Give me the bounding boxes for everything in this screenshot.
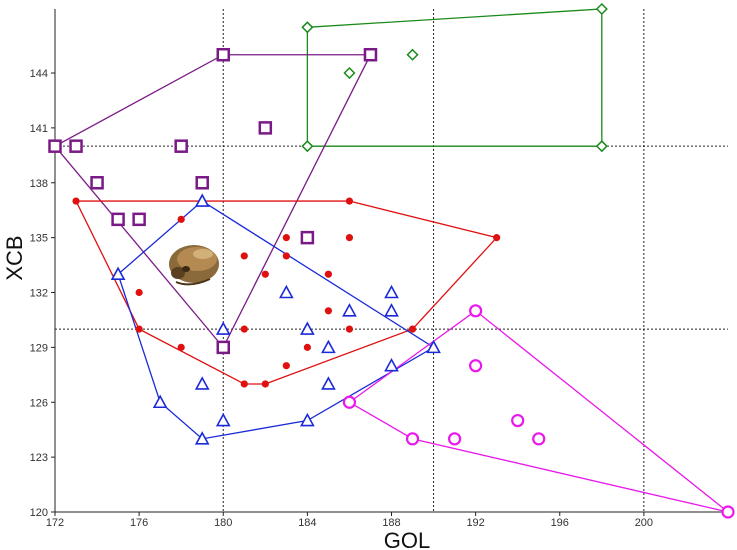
x-tick-label: 184 xyxy=(298,517,316,529)
blue-triangles-marker xyxy=(194,193,210,207)
x-tick-label: 180 xyxy=(214,517,232,529)
x-tick-label: 188 xyxy=(382,517,400,529)
magenta-circles-marker xyxy=(721,505,735,519)
magenta-circles-hull xyxy=(348,309,729,513)
convex-hulls xyxy=(53,8,729,513)
red-dots-marker xyxy=(177,215,185,223)
purple-squares-marker xyxy=(90,176,104,190)
red-dots-marker xyxy=(282,362,290,370)
blue-triangles-marker xyxy=(278,284,294,299)
green-diamonds-marker xyxy=(595,2,608,16)
purple-squares-marker xyxy=(48,139,62,153)
red-dots-marker xyxy=(135,325,143,333)
red-dots-marker xyxy=(282,252,290,260)
blue-triangles-marker xyxy=(215,412,231,427)
red-dots-marker xyxy=(493,234,501,242)
green-diamonds-marker xyxy=(301,21,314,34)
y-tick-label: 144 xyxy=(30,68,48,80)
blue-triangles-marker xyxy=(426,339,441,354)
magenta-circles-marker xyxy=(469,359,483,373)
red-dots-marker xyxy=(408,325,417,333)
y-tick-label: 120 xyxy=(30,507,48,519)
green-diamonds-hull xyxy=(306,8,603,147)
axes xyxy=(51,9,728,516)
red-dots-marker xyxy=(324,270,333,278)
blue-triangles-hull xyxy=(117,200,435,440)
red-dots-marker xyxy=(261,380,269,388)
red-dots-marker xyxy=(345,197,354,205)
red-dots-marker xyxy=(135,288,143,297)
green-diamonds-marker xyxy=(595,140,608,153)
red-dots-marker xyxy=(240,325,248,333)
red-dots-marker xyxy=(240,252,248,260)
red-dots-marker xyxy=(240,380,248,388)
y-tick-label: 135 xyxy=(30,233,48,245)
magenta-circles-marker xyxy=(469,304,483,318)
y-tick-label: 141 xyxy=(30,123,48,135)
red-dots-marker xyxy=(177,343,185,351)
x-tick-label: 200 xyxy=(635,517,653,529)
skull-image xyxy=(169,245,219,286)
magenta-circles-marker xyxy=(447,432,462,446)
tick-labels: 172 176 180 184 188 192 196 200 120 123 126 129 132 1… xyxy=(30,68,653,529)
purple-squares-marker xyxy=(132,212,146,227)
purple-squares-marker xyxy=(300,230,315,245)
x-tick-label: 172 xyxy=(46,517,64,529)
red-dots-marker xyxy=(345,325,354,333)
magenta-circles-marker xyxy=(405,432,420,446)
data-markers xyxy=(48,2,735,519)
blue-triangles-marker xyxy=(194,431,210,445)
x-tick-label: 176 xyxy=(130,517,148,529)
red-dots-marker xyxy=(282,234,290,242)
y-tick-label: 126 xyxy=(30,397,48,409)
blue-triangles-marker xyxy=(300,412,315,427)
red-dots-marker xyxy=(303,343,311,351)
purple-squares-marker xyxy=(174,139,188,153)
reference-lines xyxy=(55,9,728,512)
blue-triangles-marker xyxy=(194,376,210,390)
purple-squares-marker xyxy=(363,47,378,62)
blue-triangles-marker xyxy=(110,266,126,281)
blue-triangles-marker xyxy=(384,284,399,299)
purple-squares-marker xyxy=(216,340,230,355)
blue-triangles-marker xyxy=(152,394,168,409)
red-dots-marker xyxy=(345,234,354,242)
magenta-circles-marker xyxy=(532,432,546,446)
red-dots-marker xyxy=(72,197,80,205)
red-dots-marker xyxy=(324,307,333,315)
magenta-circles-marker xyxy=(342,395,357,409)
y-tick-label: 138 xyxy=(30,178,48,190)
red-dots-hull xyxy=(74,200,498,385)
blue-triangles-marker xyxy=(384,358,399,372)
y-tick-label: 132 xyxy=(30,288,48,300)
green-diamonds-marker xyxy=(406,48,419,61)
green-diamonds-marker xyxy=(301,140,314,153)
y-tick-label: 129 xyxy=(30,342,48,354)
blue-triangles-marker xyxy=(215,321,231,335)
x-tick-label: 196 xyxy=(551,517,569,529)
purple-squares-marker xyxy=(195,176,209,190)
red-dots-marker xyxy=(261,270,269,278)
blue-triangles-marker xyxy=(300,321,315,335)
purple-squares-marker xyxy=(258,121,273,135)
y-axis-label: XCB xyxy=(2,235,27,280)
purple-squares-marker xyxy=(69,139,83,153)
x-tick-label: 192 xyxy=(466,517,484,529)
purple-squares-marker xyxy=(111,212,125,227)
blue-triangles-marker xyxy=(384,303,399,317)
blue-triangles-marker xyxy=(342,303,357,317)
magenta-circles-marker xyxy=(511,413,525,428)
purple-squares-marker xyxy=(216,47,230,62)
y-tick-label: 123 xyxy=(30,452,48,464)
x-axis-label: GOL xyxy=(384,528,430,550)
green-diamonds-marker xyxy=(343,66,356,80)
blue-triangles-marker xyxy=(321,339,336,354)
blue-triangles-marker xyxy=(321,376,336,390)
